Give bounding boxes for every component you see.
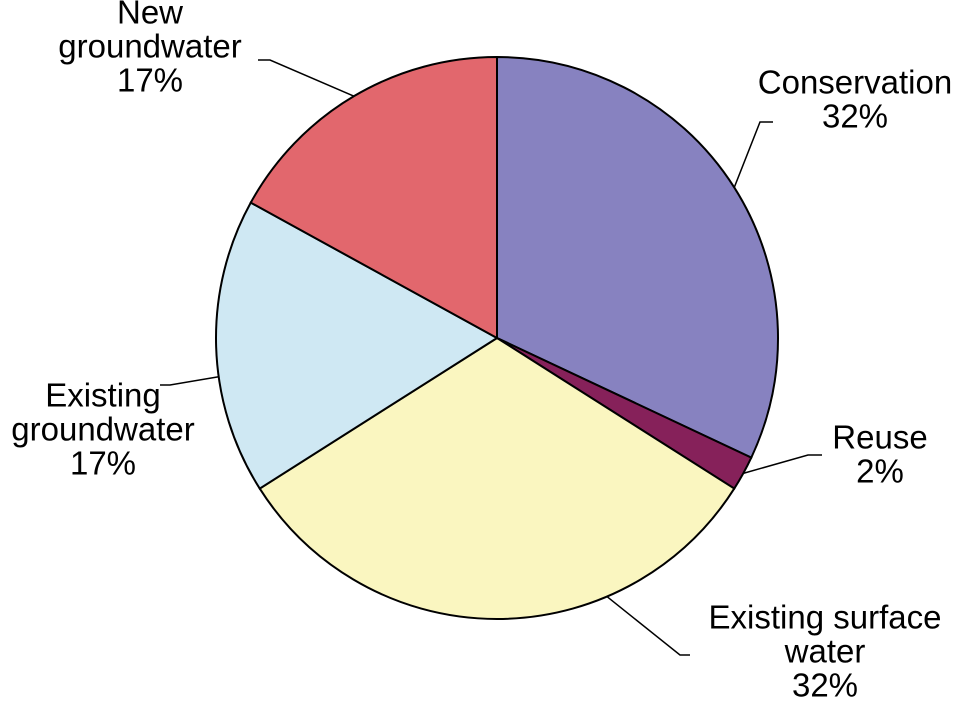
leader-line [606, 595, 690, 656]
slice-label: groundwater [58, 28, 241, 65]
value-label: 2% [856, 453, 904, 490]
value-label: 17% [70, 445, 136, 482]
pie-slice [496, 55, 779, 459]
slice-label: Reuse [832, 419, 927, 456]
leader-line [743, 454, 822, 475]
slice-label: groundwater [11, 411, 194, 448]
slice-label: Existing [45, 377, 161, 414]
leader-line [160, 375, 219, 386]
slice-label: New [117, 0, 183, 31]
slice-label: Conservation [758, 64, 952, 101]
slice-label: water [784, 633, 866, 670]
slice-label: Existing surface [709, 599, 942, 636]
leader-line [258, 59, 355, 97]
pie-slice [249, 55, 498, 340]
value-label: 32% [792, 667, 858, 704]
value-label: 17% [117, 62, 183, 99]
value-label: 32% [822, 98, 888, 135]
pie-slice [258, 336, 736, 620]
leader-line [733, 121, 773, 188]
pie-slice [215, 201, 499, 490]
